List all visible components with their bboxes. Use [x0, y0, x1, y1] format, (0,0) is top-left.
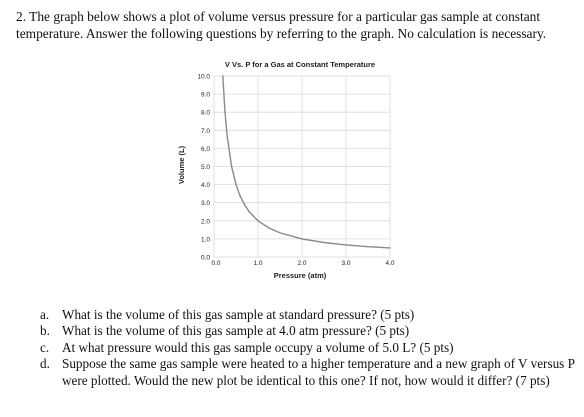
part-c: c. At what pressure would this gas sample… — [40, 340, 576, 356]
series-point-0-11 — [301, 238, 303, 240]
volume-pressure-chart: 0.0 1.0 2.0 3.0 4.0 5.0 6.0 7.0 8.0 9.0 10.0 0.0 1.0… — [177, 60, 395, 280]
series-point-0-10 — [279, 232, 281, 234]
y-tick-label-5: 5.0 — [201, 164, 210, 171]
series-point-0-1 — [224, 111, 226, 113]
part-d-label: d. — [40, 356, 50, 372]
series-line-0 — [222, 75, 391, 249]
part-a-label: a. — [40, 307, 50, 322]
y-tick-label-6: 6.0 — [201, 146, 210, 153]
part-a: a. What is the volume of this gas sample … — [40, 307, 576, 323]
series-point-0-3 — [230, 165, 233, 168]
x-tick-label-2: 2.0 — [297, 260, 306, 267]
question-parts: a. What is the volume of this gas sample … — [40, 307, 576, 389]
part-b-label: b. — [40, 323, 50, 339]
y-tick-label-4: 4.0 — [201, 182, 210, 189]
series-point-0-6 — [244, 204, 246, 206]
series-point-0-9 — [268, 227, 270, 229]
x-tick-label-1: 1.0 — [253, 260, 262, 267]
x-tick-label-3: 3.0 — [341, 260, 350, 267]
question-block: 2. The graph below shows a plot of volum… — [16, 8, 576, 42]
series-point-0-7 — [248, 211, 250, 213]
y-tick-label-2: 2.0 — [201, 218, 210, 225]
series-point-0-13 — [345, 244, 347, 246]
series-point-0-15 — [389, 247, 391, 249]
series-point-0-2 — [226, 135, 228, 137]
part-d: d. Suppose the same gas sample were heate… — [40, 356, 576, 389]
x-tick-label-0: 0.0 — [211, 260, 220, 267]
part-a-text: What is the volume of this gas sample at… — [62, 307, 415, 322]
series-point-0-8 — [257, 220, 259, 222]
x-tick-label-4: 4.0 — [385, 260, 394, 267]
part-d-text: Suppose the same gas sample were heated … — [62, 356, 575, 388]
x-axis-label: Pressure (atm) — [274, 271, 327, 280]
series-point-0-5 — [239, 196, 242, 198]
y-tick-label-9: 9.0 — [201, 92, 210, 99]
part-b: b. What is the volume of this gas sample … — [40, 323, 576, 339]
part-c-text: At what pressure would this gas sample o… — [62, 339, 454, 355]
part-c-label: c. — [40, 339, 50, 355]
part-b-text: What is the volume of this gas sample at… — [62, 323, 410, 339]
y-tick-label-7: 7.0 — [201, 128, 210, 135]
y-tick-label-3: 3.0 — [201, 200, 210, 207]
y-axis-label: Volume (L) — [177, 145, 186, 184]
series-point-0-14 — [367, 245, 369, 248]
question-text: 2. The graph below shows a plot of volum… — [16, 9, 547, 41]
y-tick-label-0: 0.0 — [201, 255, 210, 262]
chart-axis-ticks: 0.0 1.0 2.0 3.0 4.0 5.0 6.0 7.0 8.0 9.0 10.0 0.0 1.0… — [197, 74, 395, 268]
chart-title: V Vs. P for a Gas at Constant Temperatur… — [225, 60, 375, 69]
y-tick-label-10: 10.0 — [197, 74, 210, 81]
series-point-0-4 — [235, 183, 237, 186]
series-point-0-0 — [222, 75, 224, 77]
y-tick-label-1: 1.0 — [201, 236, 210, 243]
y-tick-label-8: 8.0 — [201, 110, 210, 117]
chart-series — [222, 75, 391, 249]
chart-grid — [213, 75, 391, 258]
series-point-0-12 — [323, 241, 325, 244]
